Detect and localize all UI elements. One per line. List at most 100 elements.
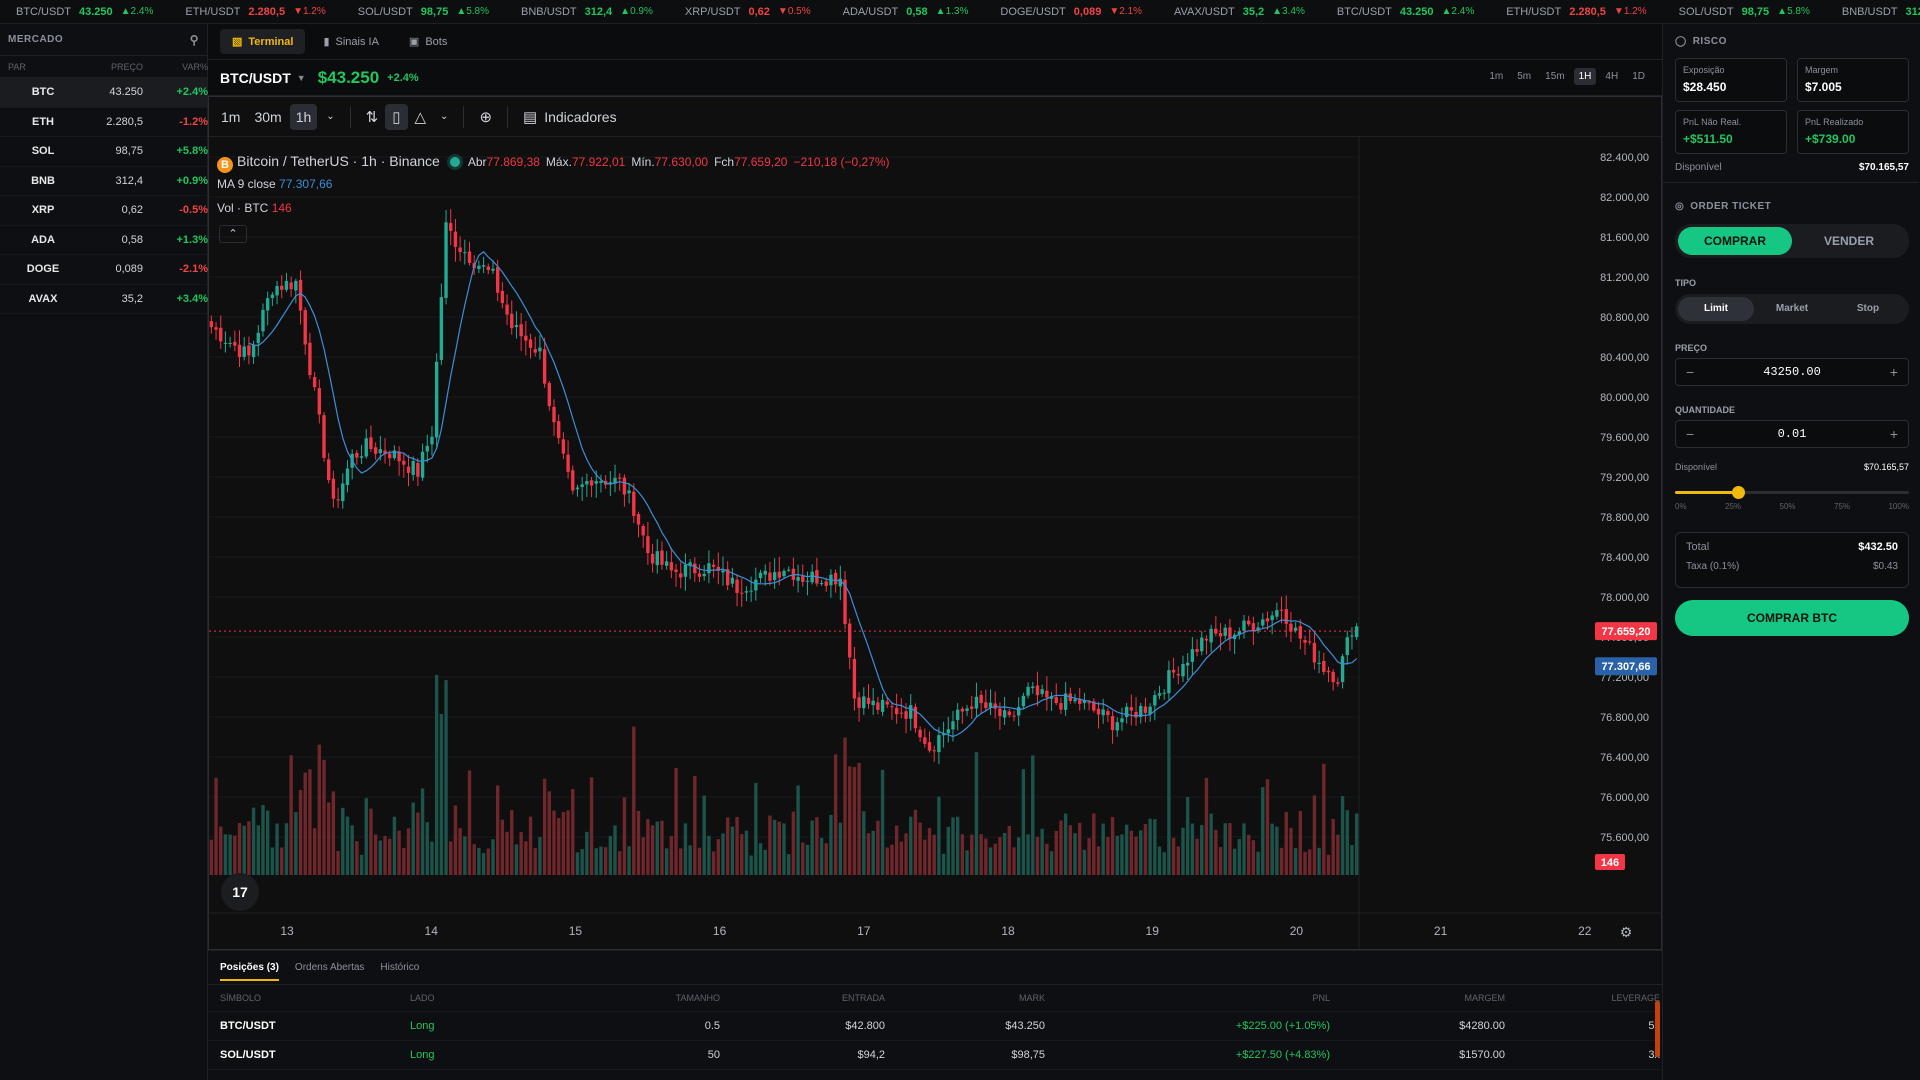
submit-buy-button[interactable]: COMPRAR BTC (1675, 600, 1909, 636)
ticker-price: 98,75 (1741, 5, 1770, 18)
amount-slider-handle[interactable] (1732, 486, 1746, 499)
market-change: -0.5% (179, 204, 208, 217)
market-symbol: BTC (31, 86, 55, 99)
order-summary: Total $432.50 Taxa (0.1%) $0.43 (1675, 532, 1909, 588)
amount-slider-track[interactable] (1675, 486, 1909, 499)
type-market[interactable]: Market (1775, 303, 1809, 314)
ticker-item[interactable]: SOL/USDT 98,75 ▲5.8% (358, 6, 489, 18)
tab-bots[interactable]: ▣ Bots (408, 35, 448, 49)
candle-body (594, 481, 598, 484)
interval-1h[interactable]: 1h (289, 103, 318, 130)
timeframe-1m[interactable]: 1m (1489, 71, 1504, 82)
area-chart-icon[interactable]: △ (414, 108, 427, 126)
market-row-xrp[interactable]: XRP 0,62 -0.5% (0, 196, 208, 226)
candlestick-icon[interactable]: ▯ (385, 103, 408, 130)
type-limit[interactable]: Limit (1678, 297, 1754, 321)
tab-signals[interactable]: ▮ Sinais IA (323, 35, 379, 49)
interval-30m[interactable]: 30m (254, 108, 282, 125)
symbol-selector[interactable]: BTC/USDT (220, 69, 291, 86)
market-row-doge[interactable]: DOGE 0,089 -2.1% (0, 255, 208, 285)
quantity-input[interactable]: 0.01 (1777, 427, 1807, 441)
volume-bar (1284, 812, 1288, 875)
volume-bar (1209, 813, 1213, 875)
ma-line (248, 250, 1358, 738)
ticker-item[interactable]: ETH/USDT 2.280,5 ▼1.2% (185, 6, 325, 18)
candle-body (369, 437, 373, 449)
scrollbar[interactable] (1655, 1001, 1660, 1057)
price-label: PREÇO (1675, 343, 1708, 353)
ticker-item[interactable]: SOL/USDT 98,75 ▲5.8% (1679, 6, 1810, 18)
plus-icon[interactable]: + (1889, 426, 1898, 442)
quantity-stepper[interactable]: − 0.01 + (1675, 420, 1909, 448)
volume-bar (894, 825, 899, 875)
position-row[interactable]: BTC/USDT Long 0.5 $42.800 $43.250 +$225.00 (+… (208, 1012, 1662, 1041)
candle-body (1270, 615, 1274, 621)
volume-bar (1331, 818, 1335, 875)
interval-1m[interactable]: 1m (221, 108, 241, 125)
collapse-legend-button[interactable]: ⌃ (219, 225, 247, 243)
ticker-item[interactable]: BTC/USDT 43.250 ▲2.4% (16, 6, 153, 18)
sell-side-button[interactable]: VENDER (1823, 234, 1874, 248)
tab-terminal[interactable]: ▧ Terminal (220, 29, 306, 54)
candle-body (463, 252, 467, 254)
tab-history[interactable]: Histórico (380, 962, 420, 973)
quantity-label: QUANTIDADE (1675, 405, 1735, 415)
volume-bar (1181, 827, 1185, 875)
bar-style-icon[interactable]: ⇅ (365, 108, 379, 126)
tab-open-orders[interactable]: Ordens Abertas (294, 962, 365, 973)
market-row-ada[interactable]: ADA 0,58 +1.3% (0, 226, 208, 255)
time-axis-label: 16 (713, 924, 727, 938)
ticker-item[interactable]: XRP/USDT 0,62 ▼0.5% (685, 6, 811, 18)
indicators-icon[interactable]: ▤ (523, 108, 538, 126)
ticker-item[interactable]: DOGE/USDT 0,089 ▼2.1% (1000, 6, 1142, 18)
market-row-avax[interactable]: AVAX 35,2 +3.4% (0, 285, 208, 314)
chevron-down-icon[interactable]: ▼ (296, 72, 306, 83)
plus-icon[interactable]: + (1889, 364, 1898, 380)
candle-body (904, 711, 908, 719)
ticker-item[interactable]: AVAX/USDT 35,2 ▲3.4% (1174, 6, 1305, 18)
interval-dropdown-icon[interactable]: ⌄ (326, 111, 335, 122)
volume-bar (664, 848, 669, 875)
volume-bar (862, 811, 866, 875)
timeframe-4h[interactable]: 4H (1605, 71, 1619, 82)
market-row-eth[interactable]: ETH 2.280,5 -1.2% (0, 108, 208, 137)
volume-bar (721, 833, 725, 875)
indicators-button[interactable]: Indicadores (544, 108, 617, 125)
chart-type-dropdown-icon[interactable]: ⌄ (440, 111, 449, 122)
settings-gear-icon[interactable]: ⚙ (1620, 925, 1633, 941)
buy-side-button[interactable]: COMPRAR (1678, 227, 1792, 255)
type-stop[interactable]: Stop (1856, 303, 1880, 314)
minus-icon[interactable]: − (1686, 364, 1695, 380)
timeframe-1d[interactable]: 1D (1632, 71, 1645, 82)
volume-bar (477, 847, 481, 875)
volume-bar (946, 826, 950, 875)
volume-bar (979, 834, 983, 875)
timeframe-15m[interactable]: 15m (1545, 71, 1565, 82)
volume-bar (416, 812, 420, 875)
ticker-item[interactable]: BTC/USDT 43.250 ▲2.4% (1337, 6, 1474, 18)
ticker-item[interactable]: ETH/USDT 2.280,5 ▼1.2% (1506, 6, 1646, 18)
ticker-pair: ETH/USDT (185, 5, 241, 18)
market-row-btc[interactable]: BTC 43.250 +2.4% (0, 78, 208, 108)
price-input[interactable]: 43250.00 (1763, 365, 1821, 379)
price-stepper[interactable]: − 43250.00 + (1675, 358, 1909, 386)
add-compare-icon[interactable]: ⊕ (479, 108, 493, 126)
tradingview-logo[interactable]: 17 (221, 873, 259, 911)
position-lev: 5x (1505, 1020, 1660, 1032)
timeframe-5m[interactable]: 5m (1517, 71, 1532, 82)
market-row-sol[interactable]: SOL 98,75 +5.8% (0, 137, 208, 167)
minus-icon[interactable]: − (1686, 426, 1695, 442)
market-row-bnb[interactable]: BNB 312,4 +0.9% (0, 167, 208, 196)
ticker-item[interactable]: ADA/USDT 0,58 ▲1.3% (843, 6, 969, 18)
position-row[interactable]: SOL/USDT Long 50 $94,2 $98,75 +$227.50 (+4.83… (208, 1041, 1662, 1070)
timeframe-1h[interactable]: 1H (1573, 68, 1597, 85)
search-icon[interactable]: ⚲ (189, 32, 199, 47)
price-chart[interactable]: 82.400,00 82.000,00 81.600,00 81.200,00 80.8… (209, 137, 1661, 949)
candle-body (1012, 715, 1016, 717)
volume-bar (660, 820, 664, 875)
tab-positions[interactable]: Posições (3) (220, 962, 279, 981)
ticker-change: ▲0.9% (620, 6, 653, 17)
tradingview-chart[interactable]: 1m 30m 1h ⌄ ⇅ ▯ △ ⌄ ⊕ ▤ Indicadores 82.4… (208, 96, 1662, 950)
